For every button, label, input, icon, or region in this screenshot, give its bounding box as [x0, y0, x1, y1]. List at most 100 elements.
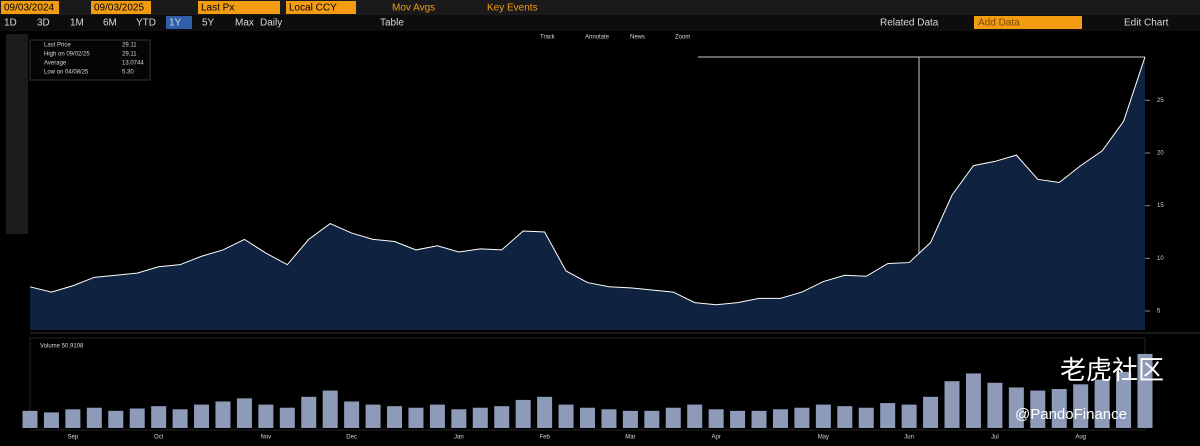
- volume-bar: [1008, 387, 1024, 428]
- volume-bar: [644, 410, 660, 428]
- volume-bar: [965, 373, 981, 428]
- y-tick-label: 10: [1157, 256, 1164, 262]
- volume-bar: [730, 410, 746, 428]
- start-date[interactable]: 09/03/2024: [4, 3, 54, 14]
- volume-bar: [687, 404, 703, 428]
- volume-bar: [472, 407, 488, 428]
- x-tick-label: Oct: [154, 435, 164, 441]
- legend-value: 29.11: [122, 52, 137, 58]
- volume-bar: [837, 406, 853, 428]
- related[interactable]: Related Data: [880, 18, 939, 29]
- range-button[interactable]: 5Y: [202, 18, 215, 29]
- volume-bar: [151, 406, 167, 428]
- range-selected[interactable]: [166, 16, 192, 29]
- watermark-name: 老虎社区: [1060, 355, 1164, 385]
- range-button[interactable]: Max: [235, 18, 254, 29]
- range-button[interactable]: 6M: [103, 18, 117, 29]
- x-tick-label: Nov: [261, 435, 272, 441]
- currency[interactable]: Local CCY: [289, 3, 337, 14]
- add-data[interactable]: Add Data: [978, 18, 1020, 29]
- volume-bar: [236, 398, 252, 428]
- volume-bar: [1030, 390, 1046, 428]
- key-events[interactable]: Key Events: [487, 3, 538, 14]
- legend-label: High on 09/02/25: [44, 52, 90, 58]
- y-tick-label: 20: [1157, 151, 1164, 157]
- volume-bar: [108, 410, 124, 428]
- volume-bar: [622, 410, 638, 428]
- add-box[interactable]: [974, 16, 1082, 29]
- table[interactable]: Table: [380, 18, 404, 29]
- edit-chart[interactable]: Edit Chart: [1124, 18, 1169, 29]
- x-tick-label: Aug: [1075, 435, 1086, 441]
- volume-bar: [429, 404, 445, 428]
- legend-label: Last Price: [44, 43, 71, 49]
- range-button[interactable]: 3D: [37, 18, 50, 29]
- volume-bar: [86, 407, 102, 428]
- range-button[interactable]: YTD: [136, 18, 156, 29]
- volume-bar: [1094, 379, 1110, 428]
- volume-bar: [43, 412, 59, 428]
- mov-avgs[interactable]: Mov Avgs: [392, 3, 435, 14]
- volume-bar: [1073, 384, 1089, 428]
- volume-bar: [65, 409, 81, 428]
- y-tick-label: 25: [1157, 98, 1164, 104]
- legend-value: 29.11: [122, 43, 137, 49]
- toolbar-top: [0, 0, 1200, 15]
- legend-label: Low on 04/08/25: [44, 70, 89, 76]
- range-button[interactable]: 1M: [70, 18, 84, 29]
- volume-bar: [708, 409, 724, 428]
- volume-bar: [365, 404, 381, 428]
- y-tick-label: 15: [1157, 203, 1164, 209]
- volume-bar: [194, 404, 210, 428]
- range-button[interactable]: 1D: [4, 18, 17, 29]
- volume-bar: [944, 381, 960, 428]
- volume-bar: [537, 396, 553, 428]
- end-box[interactable]: [91, 1, 151, 14]
- volume-bar: [987, 382, 1003, 428]
- volume-bar: [387, 406, 403, 428]
- volume-legend: Volume 50.9108: [40, 344, 84, 350]
- volume-bar: [322, 390, 338, 428]
- volume-bar: [301, 396, 317, 428]
- x-tick-label: Feb: [539, 435, 550, 441]
- x-tick-label: Mar: [625, 435, 635, 441]
- legend-label: Average: [44, 61, 67, 67]
- volume-bar: [129, 408, 145, 428]
- ccy-box[interactable]: [286, 1, 356, 14]
- volume-bar: [1116, 371, 1132, 428]
- volume-bar: [408, 407, 424, 428]
- tab[interactable]: Track: [540, 35, 556, 41]
- tab[interactable]: News: [630, 35, 645, 41]
- volume-bar: [215, 401, 231, 428]
- volume-bar: [494, 406, 510, 428]
- end-date[interactable]: 09/03/2025: [94, 3, 144, 14]
- volume-bar: [344, 401, 360, 428]
- volume-bar: [794, 407, 810, 428]
- x-tick-label: Jan: [454, 435, 464, 441]
- field-box[interactable]: [198, 1, 280, 14]
- toolbar-bottom: [0, 15, 1200, 31]
- legend-value: 13.0744: [122, 61, 144, 67]
- volume-bar: [815, 404, 831, 428]
- legend-box: [29, 39, 151, 81]
- x-tick-label: Jul: [991, 435, 999, 441]
- volume-bar: [515, 399, 531, 428]
- tool-column: [6, 34, 28, 234]
- x-tick-label: Sep: [68, 435, 79, 441]
- tab[interactable]: Zoom: [675, 35, 690, 41]
- volume-bar: [279, 407, 295, 428]
- volume-bar: [880, 403, 896, 428]
- legend-value: 5.30: [122, 70, 134, 76]
- volume-bar: [558, 404, 574, 428]
- frequency[interactable]: Daily: [260, 18, 282, 29]
- tab[interactable]: Annotate: [585, 35, 610, 41]
- x-tick-label: Dec: [346, 435, 357, 441]
- range-button[interactable]: 1Y: [169, 18, 182, 29]
- field[interactable]: Last Px: [201, 3, 234, 14]
- volume-bar: [601, 409, 617, 428]
- volume-bar: [451, 409, 467, 428]
- start-box[interactable]: [1, 1, 59, 14]
- y-tick-label: 5: [1157, 309, 1161, 315]
- volume-bar: [1051, 389, 1067, 428]
